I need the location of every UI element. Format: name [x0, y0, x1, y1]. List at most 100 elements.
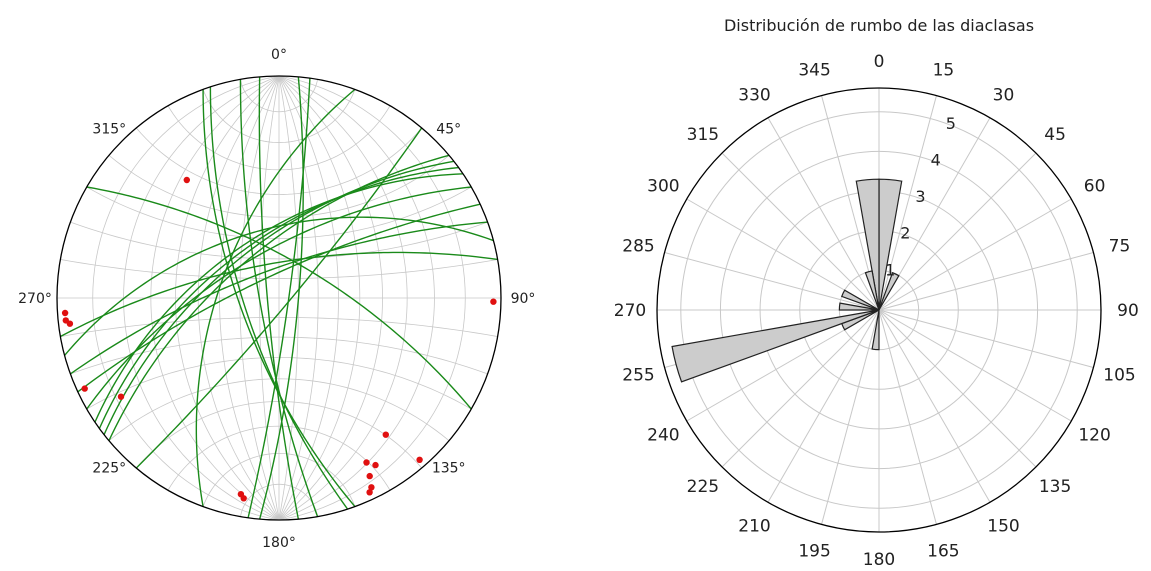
rose-grid-spoke [721, 152, 880, 311]
pole-point [366, 472, 373, 480]
rose-grid-spoke [878, 95, 937, 311]
rose-grid-spoke [878, 198, 1072, 311]
pole-point [372, 461, 379, 469]
rose-angle-label: 60 [1084, 177, 1106, 197]
great-circle [135, 127, 423, 469]
rose-angle-labels: 0 153045607590105120135150165180195210225… [614, 52, 1139, 570]
rose-angle-label: 195 [798, 542, 830, 562]
rose-angle-label: 0 [874, 52, 885, 72]
rose-grid-spoke [878, 252, 1094, 311]
direction-labels: 0° 45° 90° 135° 180° 225° 270° 315° [18, 47, 535, 551]
stereonet-plot: 0° 45° 90° 135° 180° 225° 270° 315° [18, 47, 535, 551]
rose-angle-label: 345 [798, 61, 830, 81]
rose-bars [671, 178, 903, 383]
pole-point [66, 320, 74, 327]
pole-point [237, 491, 245, 498]
great-circle [103, 160, 455, 435]
great-circle [86, 186, 472, 410]
rose-angle-label: 45 [1044, 125, 1066, 145]
rose-bar [838, 302, 880, 311]
rose-angle-label: 285 [622, 237, 654, 257]
great-circle [239, 79, 319, 517]
rose-radial-label: 5 [946, 114, 956, 133]
great-circle [77, 203, 481, 393]
rose-bar [671, 309, 880, 383]
rose-diagram: Distribución de rumbo de las diaclasas 0… [614, 16, 1139, 570]
rose-radial-label: 3 [915, 187, 925, 206]
pole-point [363, 459, 370, 466]
great-circle [247, 78, 311, 518]
great-circle [86, 186, 472, 410]
great-circle [98, 166, 459, 429]
rose-angle-label: 105 [1103, 365, 1135, 385]
rose-grid-spoke [767, 117, 880, 311]
rose-angle-label: 120 [1078, 426, 1110, 446]
pole-point [117, 393, 125, 400]
rose-radial-label: 4 [931, 151, 941, 170]
great-circle [69, 221, 488, 375]
rose-angle-label: 135 [1039, 477, 1071, 497]
rose-grid-spoke [878, 309, 937, 525]
direction-label: 180° [262, 535, 296, 551]
rose-grid-spoke [878, 152, 1037, 311]
pole-point [81, 385, 88, 392]
great-circle [202, 89, 356, 508]
direction-label: 315° [92, 121, 126, 137]
pole-point [183, 176, 190, 184]
rose-angle-label: 180 [863, 550, 895, 570]
rose-angle-label: 90 [1117, 301, 1139, 321]
pole-point [490, 298, 497, 305]
rose-angle-label: 330 [738, 85, 770, 105]
great-circle [258, 76, 300, 520]
rose-bar [878, 271, 900, 311]
rose-angle-label: 255 [622, 365, 654, 385]
pole-point [382, 431, 389, 438]
poles [61, 176, 497, 502]
direction-label: 270° [18, 291, 52, 307]
rose-radial-label: 2 [900, 224, 910, 243]
pole-point [368, 484, 375, 491]
direction-label: 45° [436, 121, 461, 137]
rose-angle-label: 30 [993, 85, 1015, 105]
rose-radial-label: 1 [885, 260, 895, 279]
great-circle [209, 86, 349, 510]
rose-bar [871, 309, 880, 351]
great-circle [64, 216, 494, 356]
direction-label: 90° [511, 291, 536, 307]
pole-point [366, 489, 373, 496]
rose-angle-label: 165 [927, 542, 959, 562]
rose-angle-label: 75 [1109, 237, 1131, 257]
stereonet-outline [56, 75, 502, 521]
rose-grid-spoke [767, 309, 880, 503]
rose-angle-label: 240 [647, 426, 679, 446]
rose-grid-spoke [878, 309, 1094, 368]
direction-label: 0° [271, 47, 287, 63]
direction-label: 135° [432, 461, 466, 477]
rose-angle-label: 225 [687, 477, 719, 497]
rose-outline [656, 87, 1102, 533]
rose-grid-spoke [664, 252, 880, 311]
great-circle [195, 88, 356, 507]
rose-title: Distribución de rumbo de las diaclasas [724, 16, 1034, 35]
rose-angle-label: 300 [647, 177, 679, 197]
pole-point [61, 309, 69, 317]
stereonet-grid [57, 76, 501, 520]
direction-label: 225° [92, 461, 126, 477]
great-circle [94, 173, 464, 423]
rose-grid-spoke [878, 309, 1072, 422]
great-circles [60, 76, 498, 520]
rose-angle-label: 15 [933, 61, 955, 81]
rose-angle-label: 150 [987, 517, 1019, 537]
rose-bar [864, 270, 880, 311]
pole-point [416, 456, 423, 463]
rose-angle-label: 210 [738, 517, 770, 537]
rose-grid-spoke [878, 309, 991, 503]
rose-angle-label: 315 [687, 125, 719, 145]
rose-grid-spoke [721, 309, 880, 468]
rose-bar [840, 289, 880, 311]
great-circle [60, 251, 498, 338]
rose-grid-spoke [878, 309, 1037, 468]
rose-grid-spoke [821, 309, 880, 525]
